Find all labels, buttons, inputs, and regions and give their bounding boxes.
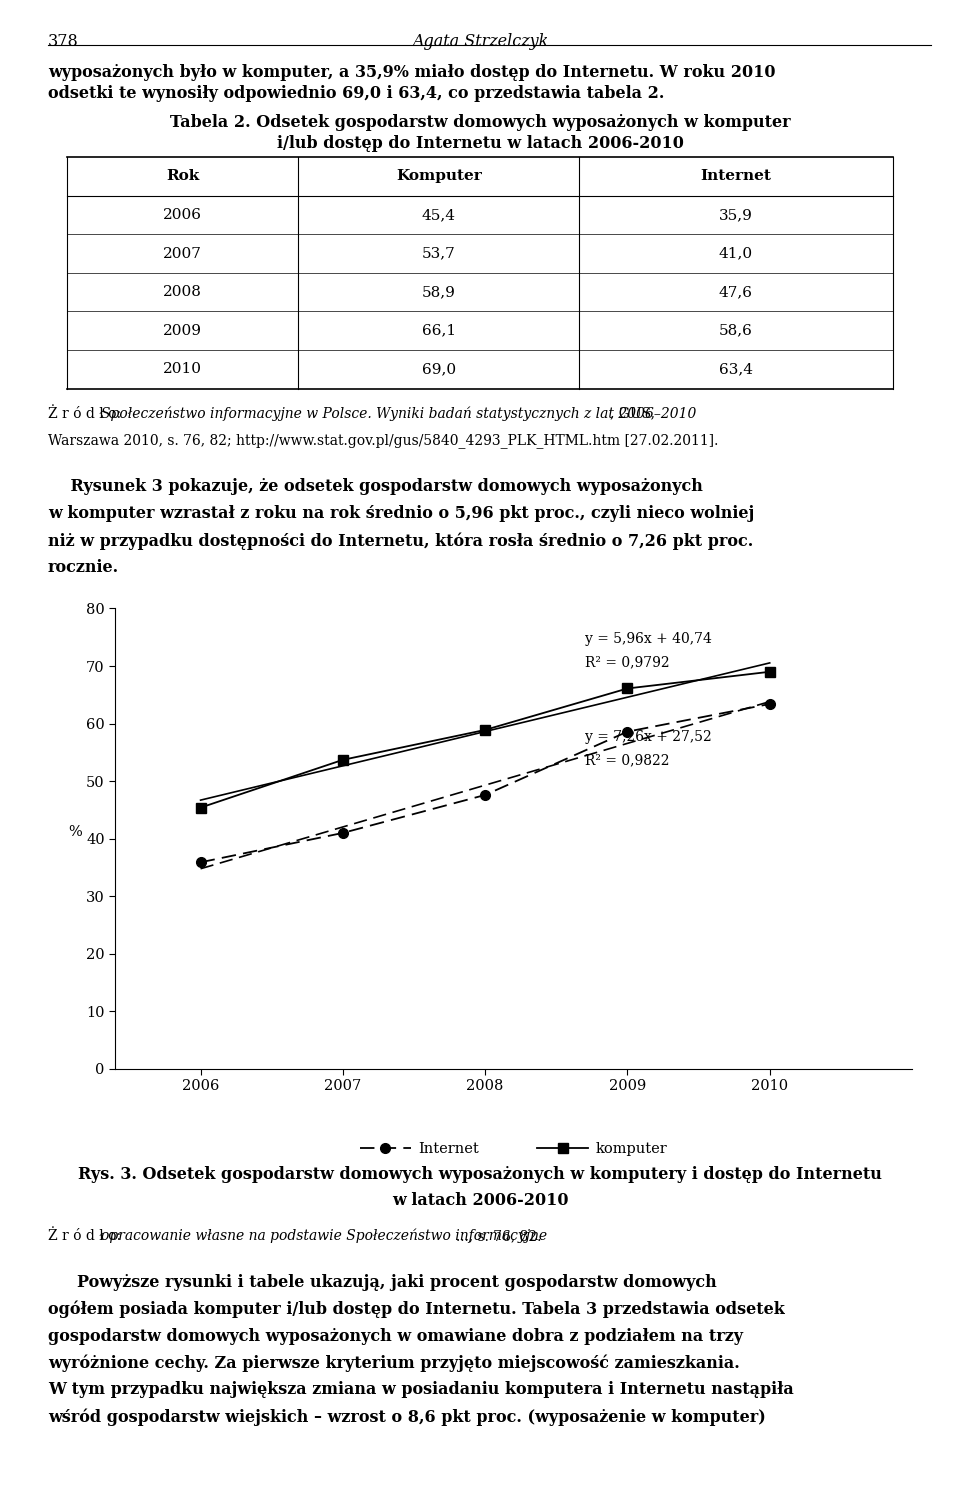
Internet xyxy=(764,695,776,713)
Text: Ż r ó d ł o:: Ż r ó d ł o: xyxy=(48,407,126,420)
Internet xyxy=(479,786,491,804)
Y-axis label: %: % xyxy=(68,825,82,839)
Text: Tabela 2. Odsetek gospodarstw domowych wyposażonych w komputer: Tabela 2. Odsetek gospodarstw domowych w… xyxy=(170,114,790,130)
Text: wśród gospodarstw wiejskich – wzrost o 8,6 pkt proc. (wyposażenie w komputer): wśród gospodarstw wiejskich – wzrost o 8… xyxy=(48,1408,766,1426)
komputer xyxy=(622,680,634,698)
Text: 66,1: 66,1 xyxy=(421,324,456,338)
Text: niż w przypadku dostępności do Internetu, która rosła średnio o 7,26 pkt proc.: niż w przypadku dostępności do Internetu… xyxy=(48,532,754,550)
Text: 58,6: 58,6 xyxy=(719,324,753,338)
Text: gospodarstw domowych wyposażonych w omawiane dobra z podziałem na trzy: gospodarstw domowych wyposażonych w omaw… xyxy=(48,1328,743,1344)
Text: R² = 0,9792: R² = 0,9792 xyxy=(585,655,669,670)
Text: ..., s. 76, 82.: ..., s. 76, 82. xyxy=(456,1229,541,1242)
Text: W tym przypadku największa zmiana w posiadaniu komputera i Internetu nastąpiła: W tym przypadku największa zmiana w posi… xyxy=(48,1381,794,1398)
Text: Internet: Internet xyxy=(701,169,772,184)
komputer xyxy=(337,750,348,768)
Text: 63,4: 63,4 xyxy=(719,362,753,377)
komputer xyxy=(479,721,491,739)
Text: y = 7,26x + 27,52: y = 7,26x + 27,52 xyxy=(585,730,711,745)
Text: Rys. 3. Odsetek gospodarstw domowych wyposażonych w komputery i dostęp do Intern: Rys. 3. Odsetek gospodarstw domowych wyp… xyxy=(78,1166,882,1183)
Text: Powyższe rysunki i tabele ukazują, jaki procent gospodarstw domowych: Powyższe rysunki i tabele ukazują, jaki … xyxy=(77,1274,716,1290)
Text: Agata Strzelczyk: Agata Strzelczyk xyxy=(412,33,548,49)
komputer xyxy=(764,662,776,680)
Text: 53,7: 53,7 xyxy=(421,247,456,260)
Internet xyxy=(195,854,206,872)
Text: 2010: 2010 xyxy=(163,362,203,377)
Text: wyposażonych było w komputer, a 35,9% miało dostęp do Internetu. W roku 2010: wyposażonych było w komputer, a 35,9% mi… xyxy=(48,64,776,81)
Text: i/lub dostęp do Internetu w latach 2006-2010: i/lub dostęp do Internetu w latach 2006-… xyxy=(276,135,684,151)
Internet xyxy=(622,722,634,740)
Text: y = 5,96x + 40,74: y = 5,96x + 40,74 xyxy=(585,632,711,646)
Line: komputer: komputer xyxy=(196,667,775,812)
Text: odsetki te wynosiły odpowiednio 69,0 i 63,4, co przedstawia tabela 2.: odsetki te wynosiły odpowiednio 69,0 i 6… xyxy=(48,85,664,102)
Text: opracowanie własne na podstawie Społeczeństwo informacyjne: opracowanie własne na podstawie Społecze… xyxy=(101,1229,547,1244)
Text: Ż r ó d ł o:: Ż r ó d ł o: xyxy=(48,1229,126,1242)
Text: rocznie.: rocznie. xyxy=(48,559,119,576)
Text: wyróżnione cechy. Za pierwsze kryterium przyjęto miejscowość zamieszkania.: wyróżnione cechy. Za pierwsze kryterium … xyxy=(48,1354,740,1372)
Text: , GUS,: , GUS, xyxy=(610,407,655,420)
Text: 45,4: 45,4 xyxy=(421,208,456,221)
Text: ogółem posiada komputer i/lub dostęp do Internetu. Tabela 3 przedstawia odsetek: ogółem posiada komputer i/lub dostęp do … xyxy=(48,1301,784,1319)
Line: Internet: Internet xyxy=(196,700,775,867)
Text: 2008: 2008 xyxy=(163,286,203,299)
Text: w latach 2006-2010: w latach 2006-2010 xyxy=(392,1192,568,1208)
Text: 58,9: 58,9 xyxy=(421,286,456,299)
Text: Warszawa 2010, s. 76, 82; http://www.stat.gov.pl/gus/5840_4293_PLK_HTML.htm [27.: Warszawa 2010, s. 76, 82; http://www.sta… xyxy=(48,434,718,448)
Text: 2006: 2006 xyxy=(163,208,203,221)
Text: Rok: Rok xyxy=(166,169,200,184)
Text: 35,9: 35,9 xyxy=(719,208,753,221)
Text: 41,0: 41,0 xyxy=(719,247,753,260)
Text: 69,0: 69,0 xyxy=(421,362,456,377)
Text: R² = 0,9822: R² = 0,9822 xyxy=(585,753,669,767)
Text: Komputer: Komputer xyxy=(396,169,482,184)
Text: 378: 378 xyxy=(48,33,79,49)
Text: 2007: 2007 xyxy=(163,247,203,260)
Text: w komputer wzrastał z roku na rok średnio o 5,96 pkt proc., czyli nieco wolniej: w komputer wzrastał z roku na rok średni… xyxy=(48,505,755,522)
Text: Społeczeństwo informacyjne w Polsce. Wyniki badań statystycznych z lat 2006–2010: Społeczeństwo informacyjne w Polsce. Wyn… xyxy=(101,407,696,422)
Legend: Internet, komputer: Internet, komputer xyxy=(354,1136,673,1162)
Internet xyxy=(337,824,348,842)
Text: Rysunek 3 pokazuje, że odsetek gospodarstw domowych wyposażonych: Rysunek 3 pokazuje, że odsetek gospodars… xyxy=(48,478,703,495)
Text: 2009: 2009 xyxy=(163,324,203,338)
Text: 47,6: 47,6 xyxy=(719,286,753,299)
komputer xyxy=(195,798,206,816)
